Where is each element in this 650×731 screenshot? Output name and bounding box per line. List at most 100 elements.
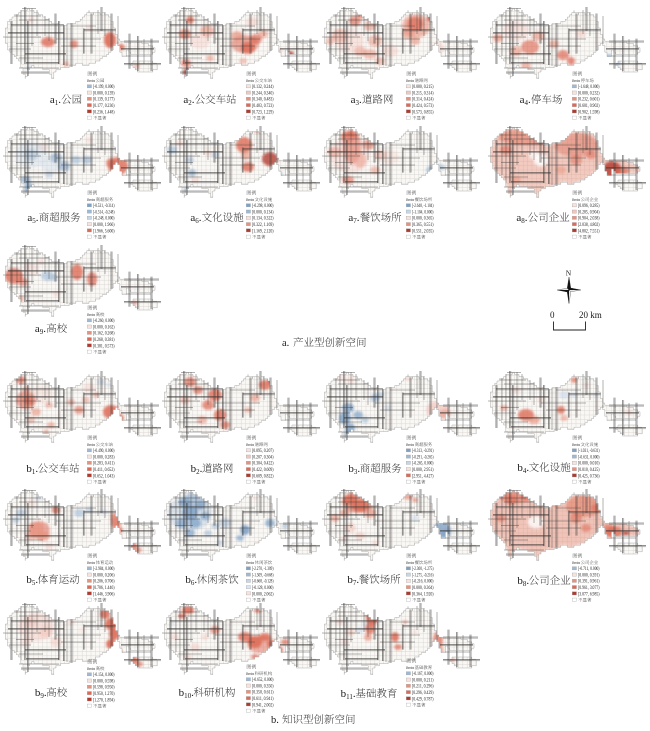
svg-text:beta: beta [246,671,254,676]
svg-text:beta: beta [87,560,95,565]
svg-text:[0.941, 2.002): [0.941, 2.002) [252,703,274,708]
svg-text:[0.096, 0.285): [0.096, 0.285) [578,204,600,209]
svg-text:beta: beta [406,560,414,565]
svg-text:[-0.260, 0.000): [-0.260, 0.000) [93,319,115,324]
svg-text:[0.723, 1.229): [0.723, 1.229) [252,110,274,115]
svg-text:beta: beta [572,197,580,202]
svg-text:a1.: a1. [50,94,61,107]
svg-text:[-0.631, 0.000): [-0.631, 0.000) [578,455,600,460]
svg-text:beta: beta [246,197,254,202]
svg-text:[0.000, 0.010): [0.000, 0.010) [578,462,600,467]
svg-text:[0.322, 1.169): [0.322, 1.169) [252,223,274,228]
svg-text:[-0.298, 0.000): [-0.298, 0.000) [252,204,274,209]
svg-text:beta: beta [246,442,254,447]
svg-text:[-0.216, 0.000): [-0.216, 0.000) [412,580,434,585]
svg-text:[-1.275, -0.216): [-1.275, -0.216) [412,573,434,578]
svg-text:[1.966, 5.600): [1.966, 5.600) [93,229,115,234]
svg-text:[3.077, 6.985): [3.077, 6.985) [578,592,600,597]
svg-text:b2.: b2. [191,463,203,476]
svg-text:[0.268, 0.381): [0.268, 0.381) [93,338,115,343]
svg-text:[0.304, 0.422): [0.304, 0.422) [252,462,274,467]
svg-text:[0.365, 0.551): [0.365, 0.551) [412,223,434,228]
svg-text:[-0.154, 0.000): [-0.154, 0.000) [93,673,115,678]
svg-text:[0.000, 0.283): [0.000, 0.283) [93,455,115,460]
svg-text:b11.: b11. [341,688,356,701]
svg-text:[-1.104, 0.000): [-1.104, 0.000) [412,210,434,215]
svg-text:b6.: b6. [185,574,197,587]
svg-text:[0.000, 0.364): [0.000, 0.364) [412,586,434,591]
svg-text:[-0.652, 0.000): [-0.652, 0.000) [252,678,274,683]
svg-text:[0.573, 0.855): [0.573, 0.855) [412,110,434,115]
svg-text:[0.000, 0.206): [0.000, 0.206) [93,573,115,578]
svg-text:[0.429, 0.787): [0.429, 0.787) [412,697,434,702]
svg-text:[1.169, 2.120): [1.169, 2.120) [252,229,274,234]
svg-text:[0.902, 1.598): [0.902, 1.598) [578,110,600,115]
svg-text:b3.: b3. [348,463,360,476]
svg-text:[0.236, 1.448): [0.236, 1.448) [93,110,115,115]
svg-text:a4.: a4. [520,94,531,107]
svg-text:[2.951, 4.427): [2.951, 4.427) [412,474,434,479]
svg-text:[0.000, 2.951): [0.000, 2.951) [412,468,434,473]
svg-text:b1.: b1. [26,463,38,476]
svg-text:b8.: b8. [517,575,529,588]
svg-text:[-0.248, 0.000): [-0.248, 0.000) [93,217,115,222]
svg-text:a7.: a7. [348,212,359,225]
svg-text:[0.391, 0.961): [0.391, 0.961) [578,580,600,585]
svg-text:[0.296, 0.429): [0.296, 0.429) [412,691,434,696]
svg-text:[-0.490, 0.000): [-0.490, 0.000) [93,449,115,454]
svg-text:[0.215, 0.314): [0.215, 0.314) [412,91,434,96]
svg-text:[0.609, 0.822): [0.609, 0.822) [252,474,274,479]
svg-text:a2.: a2. [183,94,194,107]
svg-text:[0.611, 0.941): [0.611, 0.941) [252,697,274,702]
svg-text:[-0.531, -0.314): [-0.531, -0.314) [93,204,115,209]
svg-text:[0.961, 3.077): [0.961, 3.077) [578,586,600,591]
svg-text:a9.: a9. [35,323,46,336]
svg-text:beta: beta [406,665,414,670]
svg-text:[0.314, 0.424): [0.314, 0.424) [412,98,434,103]
svg-text:[0.000, 0.134): [0.000, 0.134) [252,210,274,215]
svg-text:[0.904, 2.038): [0.904, 2.038) [578,217,600,222]
svg-text:beta: beta [406,197,414,202]
svg-text:beta: beta [406,78,414,83]
svg-text:[-1.031, -0.631): [-1.031, -0.631) [578,449,600,454]
svg-text:[0.285, 0.904): [0.285, 0.904) [578,210,600,215]
svg-text:beta: beta [572,78,580,83]
svg-text:[-2.984, 0.000): [-2.984, 0.000) [93,567,115,572]
svg-text:beta: beta [87,312,95,317]
svg-text:[0.244, 0.340): [0.244, 0.340) [252,91,274,96]
svg-text:[0.283, 0.411): [0.283, 0.411) [93,462,115,467]
svg-text:[0.483, 0.723): [0.483, 0.723) [252,104,274,109]
svg-text:b9.: b9. [35,687,47,700]
svg-text:[0.232, 0.601): [0.232, 0.601) [578,98,600,103]
svg-text:[0.211, 0.296): [0.211, 0.296) [412,685,434,690]
svg-text:[0.095, 0.207): [0.095, 0.207) [252,449,274,454]
svg-text:a.: a. [282,338,289,349]
svg-text:[0.206, 0.706): [0.206, 0.706) [93,580,115,585]
svg-text:[-0.291, -0.265): [-0.291, -0.265) [412,455,434,460]
svg-text:b4.: b4. [517,462,529,475]
svg-text:b.: b. [271,715,279,726]
svg-text:beta: beta [87,666,95,671]
svg-text:[0.000, 0.365): [0.000, 0.365) [412,217,434,222]
svg-text:beta: beta [572,560,580,565]
svg-text:beta: beta [246,560,254,565]
svg-text:[0.340, 0.483): [0.340, 0.483) [252,98,274,103]
svg-text:[2.038, 4.802): [2.038, 4.802) [578,223,600,228]
svg-text:[-2.270, -1.309): [-2.270, -1.309) [252,567,274,572]
svg-text:beta: beta [572,442,580,447]
svg-text:[0.422, 0.609): [0.422, 0.609) [252,468,274,473]
svg-text:[0.000, 0.162): [0.000, 0.162) [93,325,115,330]
svg-text:[-1.309, -0.668): [-1.309, -0.668) [252,573,274,578]
svg-text:[0.134, 0.322): [0.134, 0.322) [252,217,274,222]
svg-text:[0.000, 0.350): [0.000, 0.350) [252,684,274,689]
svg-text:[-2.300, -1.275): [-2.300, -1.275) [412,567,434,572]
svg-text:[0.000, 2.062): [0.000, 2.062) [252,592,274,597]
svg-text:[0.139, 0.177): [0.139, 0.177) [93,98,115,103]
svg-text:a5.: a5. [27,212,38,225]
svg-text:[0.132, 0.244): [0.132, 0.244) [252,85,274,90]
svg-text:0: 0 [550,310,555,320]
svg-text:[0.950, 1.270): [0.950, 1.270) [93,692,115,697]
svg-text:beta: beta [246,78,254,83]
svg-text:[0.598, 0.950): [0.598, 0.950) [93,686,115,691]
svg-text:[0.424, 0.573): [0.424, 0.573) [412,104,434,109]
